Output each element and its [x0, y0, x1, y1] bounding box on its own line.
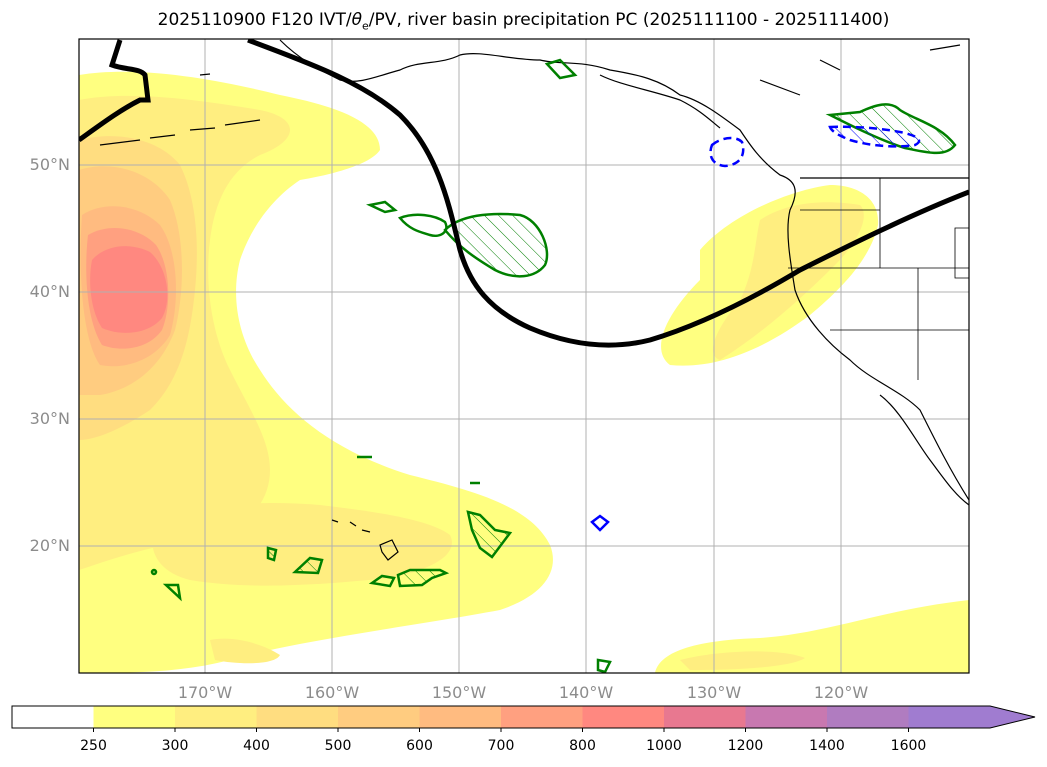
ivt-contour-800 — [90, 246, 168, 333]
colorbar-tick-label: 300 — [161, 738, 189, 754]
north-america-coast — [279, 39, 969, 501]
colorbar-extend-arrow — [908, 706, 1035, 728]
colorbar-tick-label: 1000 — [646, 738, 682, 754]
colorbar-tick-label: 1600 — [890, 738, 927, 754]
precip-contour — [466, 510, 513, 559]
baja-peninsula — [879, 394, 969, 506]
precip-contour — [368, 574, 396, 588]
precip-contour — [266, 546, 278, 562]
precip-contour — [396, 568, 450, 588]
ivt-shading — [79, 71, 969, 673]
lon-label-120w: 120°W — [813, 683, 869, 702]
lat-label-40: 40°N — [29, 282, 70, 301]
precip-contour — [366, 200, 398, 214]
colorbar-segment — [175, 706, 257, 728]
colorbar-tick-label: 400 — [243, 738, 270, 754]
colorbar-tick-label: 1400 — [809, 738, 845, 754]
colorbar-tick-label: 500 — [324, 738, 352, 754]
colorbar-tick-label: 600 — [406, 738, 433, 754]
precip-contour-negative — [828, 125, 921, 148]
precip-contour — [544, 58, 578, 80]
lon-label-150w: 150°W — [431, 683, 487, 702]
lon-label-170w: 170°W — [177, 683, 233, 702]
figure-title: 2025110900 F120 IVT/θe/PV, river basin p… — [157, 10, 890, 33]
precip-pc-positive — [150, 58, 957, 673]
pv-contour-nw — [79, 39, 151, 143]
ivt-contour-300-hi — [152, 503, 452, 586]
precip-contour — [443, 212, 549, 278]
colorbar-segment — [664, 706, 746, 728]
lat-label-20: 20°N — [29, 536, 70, 555]
colorbar-segment — [338, 706, 420, 728]
colorbar-tick-label: 800 — [569, 738, 596, 754]
lat-label-50: 50°N — [29, 155, 70, 174]
colorbar-segment — [419, 706, 502, 728]
colorbar — [11, 705, 1036, 732]
colorbar-segment — [827, 706, 909, 728]
colorbar-outline — [11, 705, 1036, 729]
precip-contour-negative — [590, 514, 610, 532]
colorbar-segment — [501, 706, 583, 728]
colorbar-segment — [745, 706, 828, 728]
pv-contour — [79, 39, 969, 348]
colorbar-segment — [256, 706, 339, 728]
theta-symbol: θ — [351, 10, 362, 30]
hawaiian-islands — [331, 519, 399, 561]
precip-contour — [291, 556, 324, 575]
precip-contour — [162, 583, 182, 602]
lon-label-160w: 160°W — [304, 683, 360, 702]
lon-label-140w: 140°W — [558, 683, 614, 702]
theta-subscript: e — [362, 19, 369, 33]
precip-contour — [397, 213, 448, 237]
lon-label-130w: 130°W — [686, 683, 742, 702]
colorbar-segment — [582, 706, 665, 728]
alaska-panhandle — [599, 44, 961, 129]
lat-label-30: 30°N — [29, 409, 70, 428]
graticule — [79, 39, 969, 673]
colorbar-segment — [93, 706, 176, 728]
coastlines — [99, 39, 969, 561]
map-frame — [78, 38, 970, 674]
ivt-contour-300-s — [210, 638, 280, 664]
colorbar-segment — [12, 706, 94, 728]
pv-contour-main — [247, 39, 969, 348]
precip-contour — [150, 568, 158, 576]
precip-contour — [596, 658, 612, 673]
state-lines — [788, 178, 969, 380]
colorbar-tick-label: 700 — [487, 738, 515, 754]
colorbar-tick-label: 1200 — [727, 738, 764, 754]
ivt-contour-300-east — [712, 202, 864, 360]
ivt-contour-300-se — [680, 651, 805, 670]
precip-contour-negative — [709, 136, 745, 168]
colorbar-tick-label: 250 — [80, 738, 107, 754]
precip-pc-negative — [590, 125, 921, 532]
aleutian-islands — [99, 73, 261, 146]
